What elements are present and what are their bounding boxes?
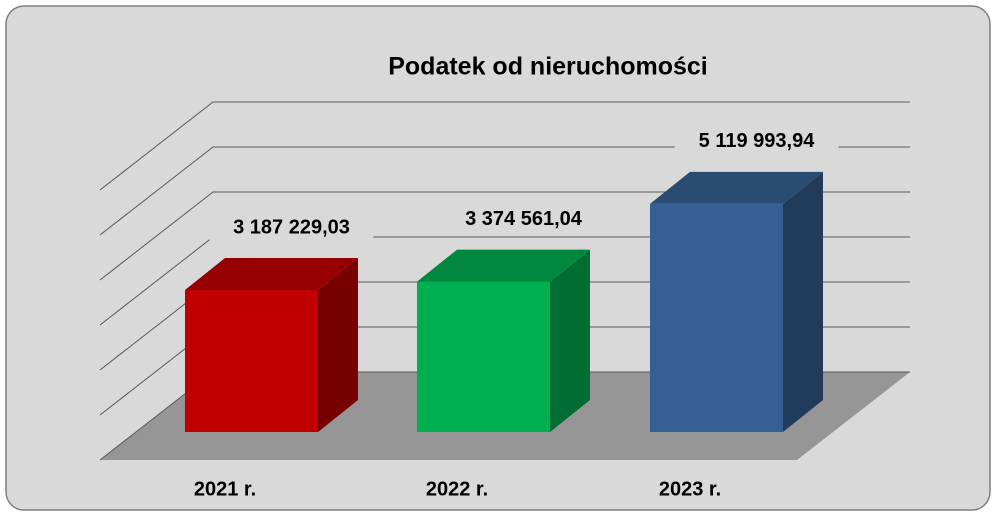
bar-top	[650, 171, 823, 204]
value-label-bg	[674, 127, 839, 156]
bars: 3 187 229,03 2021 r. 3 374 561,04 2022 r. 5 …	[185, 127, 839, 500]
value-label-bg	[441, 205, 606, 234]
value-label: 3 187 229,03	[233, 216, 350, 238]
bar	[650, 203, 783, 432]
chart-title: Podatek od nieruchomości	[388, 53, 708, 81]
x-tick-label: 2023 r.	[659, 478, 721, 500]
bar-top	[417, 249, 590, 282]
bar-side	[550, 249, 590, 432]
grid-line	[99, 101, 910, 191]
bar-side	[318, 258, 358, 432]
x-tick-label: 2021 r.	[194, 478, 256, 500]
value-label: 3 374 561,04	[465, 208, 583, 230]
bar	[185, 290, 318, 432]
value-label: 5 119 993,94	[699, 130, 816, 152]
bar	[417, 281, 550, 432]
value-label-bg	[209, 214, 374, 243]
x-tick-label: 2022 r.	[426, 478, 488, 500]
bar-top	[185, 258, 358, 291]
bar-side	[783, 171, 823, 432]
